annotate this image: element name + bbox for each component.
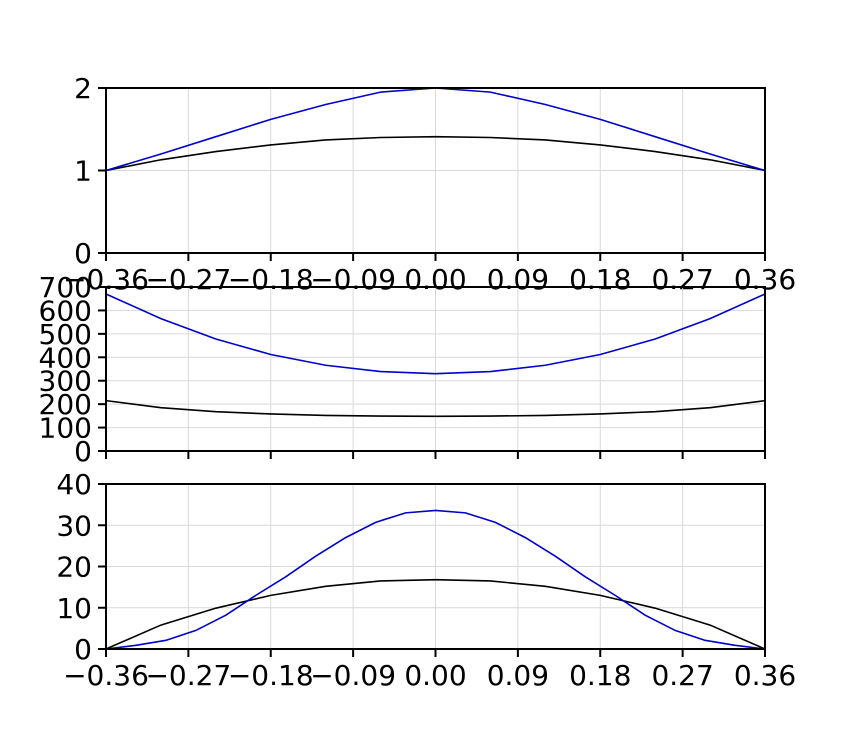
y-tick-label: 20: [56, 551, 92, 584]
y-tick-label: 0: [74, 435, 92, 468]
x-tick-label: 0.36: [734, 659, 796, 692]
y-tick-label: 200: [39, 388, 92, 421]
y-tick-label: 0: [74, 237, 92, 270]
y-tick-label: 600: [39, 294, 92, 327]
y-tick-label: 400: [39, 341, 92, 374]
y-tick-label: 10: [56, 592, 92, 625]
y-tick-label: 0: [74, 633, 92, 666]
x-tick-label: −0.36: [63, 659, 149, 692]
x-tick-label: −0.18: [228, 659, 314, 692]
x-tick-label: −0.27: [145, 659, 231, 692]
x-tick-label: 0.27: [651, 659, 713, 692]
x-tick-label: 0.00: [404, 659, 466, 692]
y-tick-label: 1: [74, 155, 92, 188]
y-tick-label: 500: [39, 318, 92, 351]
x-tick-label: −0.09: [310, 659, 396, 692]
series-line-blue: [105, 509, 766, 650]
y-tick-label: 700: [39, 271, 92, 304]
y-tick-label: 30: [56, 509, 92, 542]
series-line-black: [105, 399, 766, 418]
y-tick-label: 40: [56, 468, 92, 501]
y-tick-label: 300: [39, 365, 92, 398]
series-line-blue: [105, 293, 766, 375]
y-tick-label: 100: [39, 412, 92, 445]
x-tick-label: 0.09: [487, 659, 549, 692]
x-tick-label: 0.18: [569, 659, 631, 692]
y-tick-label: 2: [74, 72, 92, 105]
series-line-black: [105, 578, 766, 650]
series-line-black: [105, 135, 766, 172]
